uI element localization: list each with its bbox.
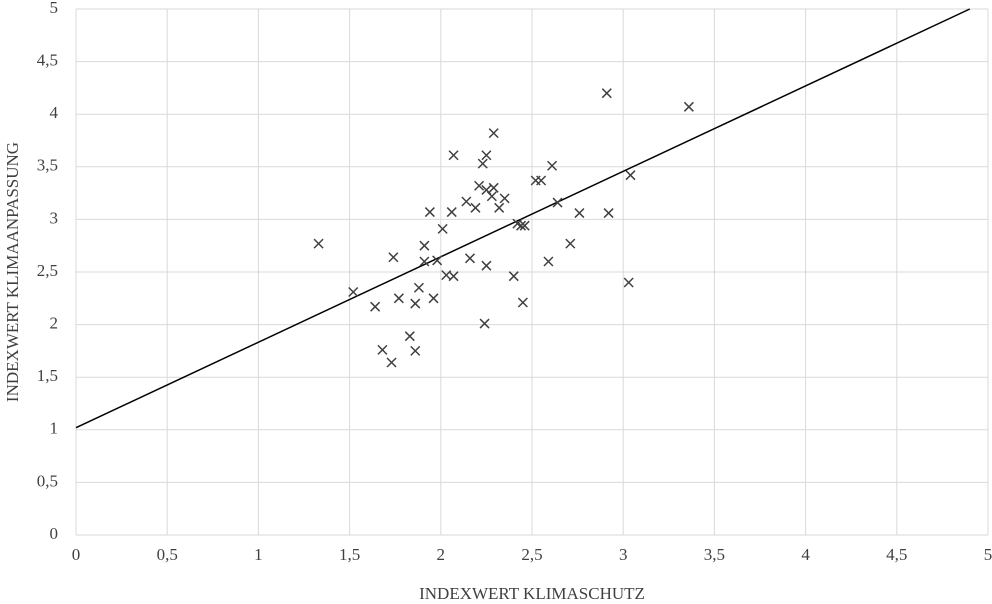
point [446,207,457,218]
point [428,293,439,304]
point [448,150,459,161]
x-tick-label: 0 [72,545,81,564]
x-tick-label: 2 [437,545,446,564]
point [623,277,634,288]
x-tick-label: 4,5 [886,545,907,564]
point [470,202,481,213]
point [313,238,324,249]
point [370,301,381,312]
point [348,286,359,298]
point [388,252,399,263]
x-tick-label: 5 [984,545,992,564]
point [499,193,510,204]
point [552,197,563,208]
point [565,238,576,249]
x-tick-label: 0,5 [157,545,178,564]
y-tick-label: 3,5 [37,156,58,175]
trend-line [75,8,971,429]
point [377,344,388,355]
x-tick-label: 3 [619,545,628,564]
point [494,202,505,213]
point [437,223,448,234]
point [464,253,476,264]
y-tick-label: 3 [50,208,59,227]
point [481,260,492,271]
point [448,271,459,282]
point [477,158,488,169]
y-tick-label: 5 [50,0,59,17]
y-tick-label: 0 [50,524,59,543]
y-tick-label: 1 [50,419,59,438]
point [625,170,636,181]
point [413,282,424,293]
point [536,175,547,186]
point [574,208,585,219]
x-tick-label: 1,5 [339,545,360,564]
point [393,293,404,304]
y-tick-label: 2 [50,314,59,333]
point [419,240,430,251]
point [488,128,499,139]
y-axis-title: INDEXWERT KLIMAANPASSUNG [3,142,22,402]
point [519,220,530,231]
point [474,180,485,191]
y-tick-label: 4,5 [37,51,58,70]
x-tick-label: 3,5 [704,545,725,564]
point [432,255,443,266]
y-tick-label: 4 [50,103,59,122]
x-tick-label: 2,5 [521,545,542,564]
point [404,331,415,342]
y-tick-label: 1,5 [37,366,58,385]
point [508,271,519,282]
point [486,191,497,202]
point [410,345,421,356]
point [543,256,554,267]
x-tick-label: 4 [801,545,810,564]
point [419,256,430,267]
x-axis-title: INDEXWERT KLIMASCHUTZ [419,584,645,603]
point [517,297,528,308]
point [386,357,397,368]
point [603,208,614,219]
point [683,101,694,112]
y-tick-label: 2,5 [37,261,58,280]
point [410,298,421,309]
point [547,160,558,171]
x-tick-label: 1 [254,545,263,564]
point [488,182,499,193]
point [481,150,492,161]
point [479,318,490,329]
point [461,196,472,207]
point [424,207,435,218]
y-tick-label: 0,5 [37,471,58,490]
point [601,88,612,99]
point [516,220,527,231]
